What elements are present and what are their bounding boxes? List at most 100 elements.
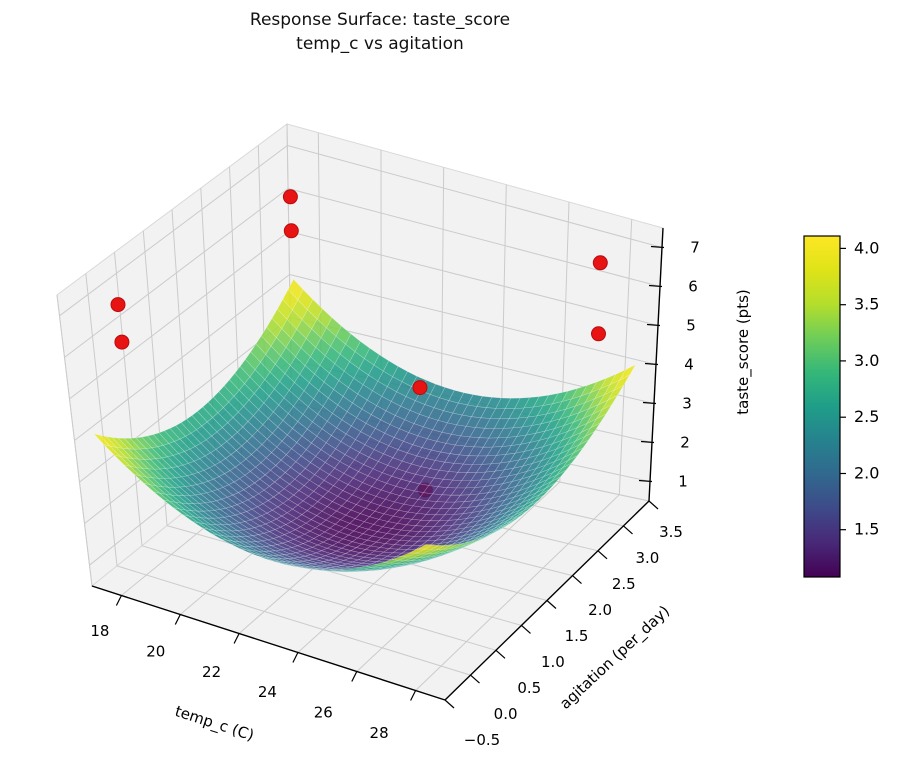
grid-line [644,362,659,366]
surface-cell [169,425,186,440]
data-point [412,380,428,396]
surface-cell [266,317,283,339]
grid-line [521,624,531,634]
grid-line [116,565,471,676]
grid-line [470,674,480,684]
surface-cell [121,447,140,460]
colorbar-gradient [803,235,841,578]
y-tick-label: 1.0 [541,653,565,671]
surface-cell [245,351,261,371]
surface-cell [164,428,181,442]
x-tick-label: 22 [202,663,221,681]
grid-line [444,699,455,709]
surface-cell [155,457,173,469]
x-axis-label: temp_c (C) [172,702,256,745]
surface-cell [550,469,567,483]
y-tick-label: 2.5 [612,575,636,593]
grid-line [288,231,659,326]
y-tick-label: 3.0 [635,549,659,567]
surface-cell [607,384,625,401]
grid-line [638,479,653,483]
y-tick-label: 2.0 [588,601,612,619]
grid-line [546,600,557,609]
surface-cell [416,544,434,550]
x-tick-label: 26 [314,704,333,722]
grid-line [495,649,506,659]
surface-cell [93,433,112,447]
surface-cell [105,436,124,449]
surface-cell [506,515,522,525]
grid-line [410,690,417,701]
surface-cell [129,437,147,450]
surface-cell [156,444,174,458]
grid-line [597,550,608,560]
z-tick-label: 7 [690,239,700,257]
surface-cell [285,338,302,358]
surface-cell [186,415,203,431]
surface-cell [512,510,527,521]
surface-cell [573,439,589,454]
colorbar-tick-label: 2.5 [854,407,879,426]
data-point [282,189,298,205]
response-surface [93,278,637,572]
data-point [591,326,606,342]
y-tick-label: −0.5 [464,731,500,749]
chart-title-line1: Response Surface: taste_score [249,10,511,30]
x-tick-label: 24 [258,683,277,701]
surface-cell [287,278,304,301]
grid-line [69,231,290,400]
surface-cell [227,417,244,433]
grid-line [289,274,657,365]
y-axis-label: agitation (per_day) [556,602,674,714]
colorbar-tick-label: 3.0 [854,351,879,370]
grid-line [351,671,358,682]
z-tick-label: 2 [680,434,690,452]
surface-cell [99,434,118,448]
surface-cell [146,434,164,448]
surface-cell [260,326,277,347]
x-tick-label: 18 [90,622,109,640]
surface-cell [477,533,493,541]
data-point [110,297,126,313]
data-point [114,334,130,350]
grid-line [646,323,661,327]
chart-title: Response Surface: taste_score temp_c vs … [130,8,630,56]
y-tick-label: 3.5 [659,523,683,541]
grid-line [642,401,657,405]
surface-cell [189,445,206,460]
grid-line [623,525,633,535]
surface-cell [113,454,132,467]
z-tick-label: 6 [688,278,698,296]
grid-line [572,575,582,585]
surface-cell [290,328,307,349]
colorbar-tick-label: 4.0 [854,238,879,257]
surface-cell [239,358,256,378]
grid-line [59,145,288,317]
grid-line [292,652,299,663]
surface-cell [274,355,291,375]
grid-line [648,500,659,510]
grid-line [74,274,290,441]
axes-lines [91,227,665,709]
z-tick-label: 3 [682,395,692,413]
x-tick-label: 28 [370,724,389,742]
data-point [592,255,608,271]
grid-line [115,595,122,606]
chart-title-line2: temp_c vs agitation [296,34,464,54]
grid-line [233,633,240,644]
grid-line [174,614,181,625]
z-tick-label: 4 [684,356,694,374]
z-tick-label: 5 [686,317,696,335]
z-axis-label: taste_score (pts) [734,289,753,415]
grid-line [650,245,665,249]
surface-cell [430,545,446,551]
surface-cell [180,418,197,434]
scatter-points [110,189,608,396]
colorbar: 1.5 2.0 2.5 3.0 3.5 4.0 [803,235,879,578]
surface-cell [191,411,208,427]
colorbar-tick-label: 2.0 [854,464,879,483]
surface-cell [115,447,134,459]
